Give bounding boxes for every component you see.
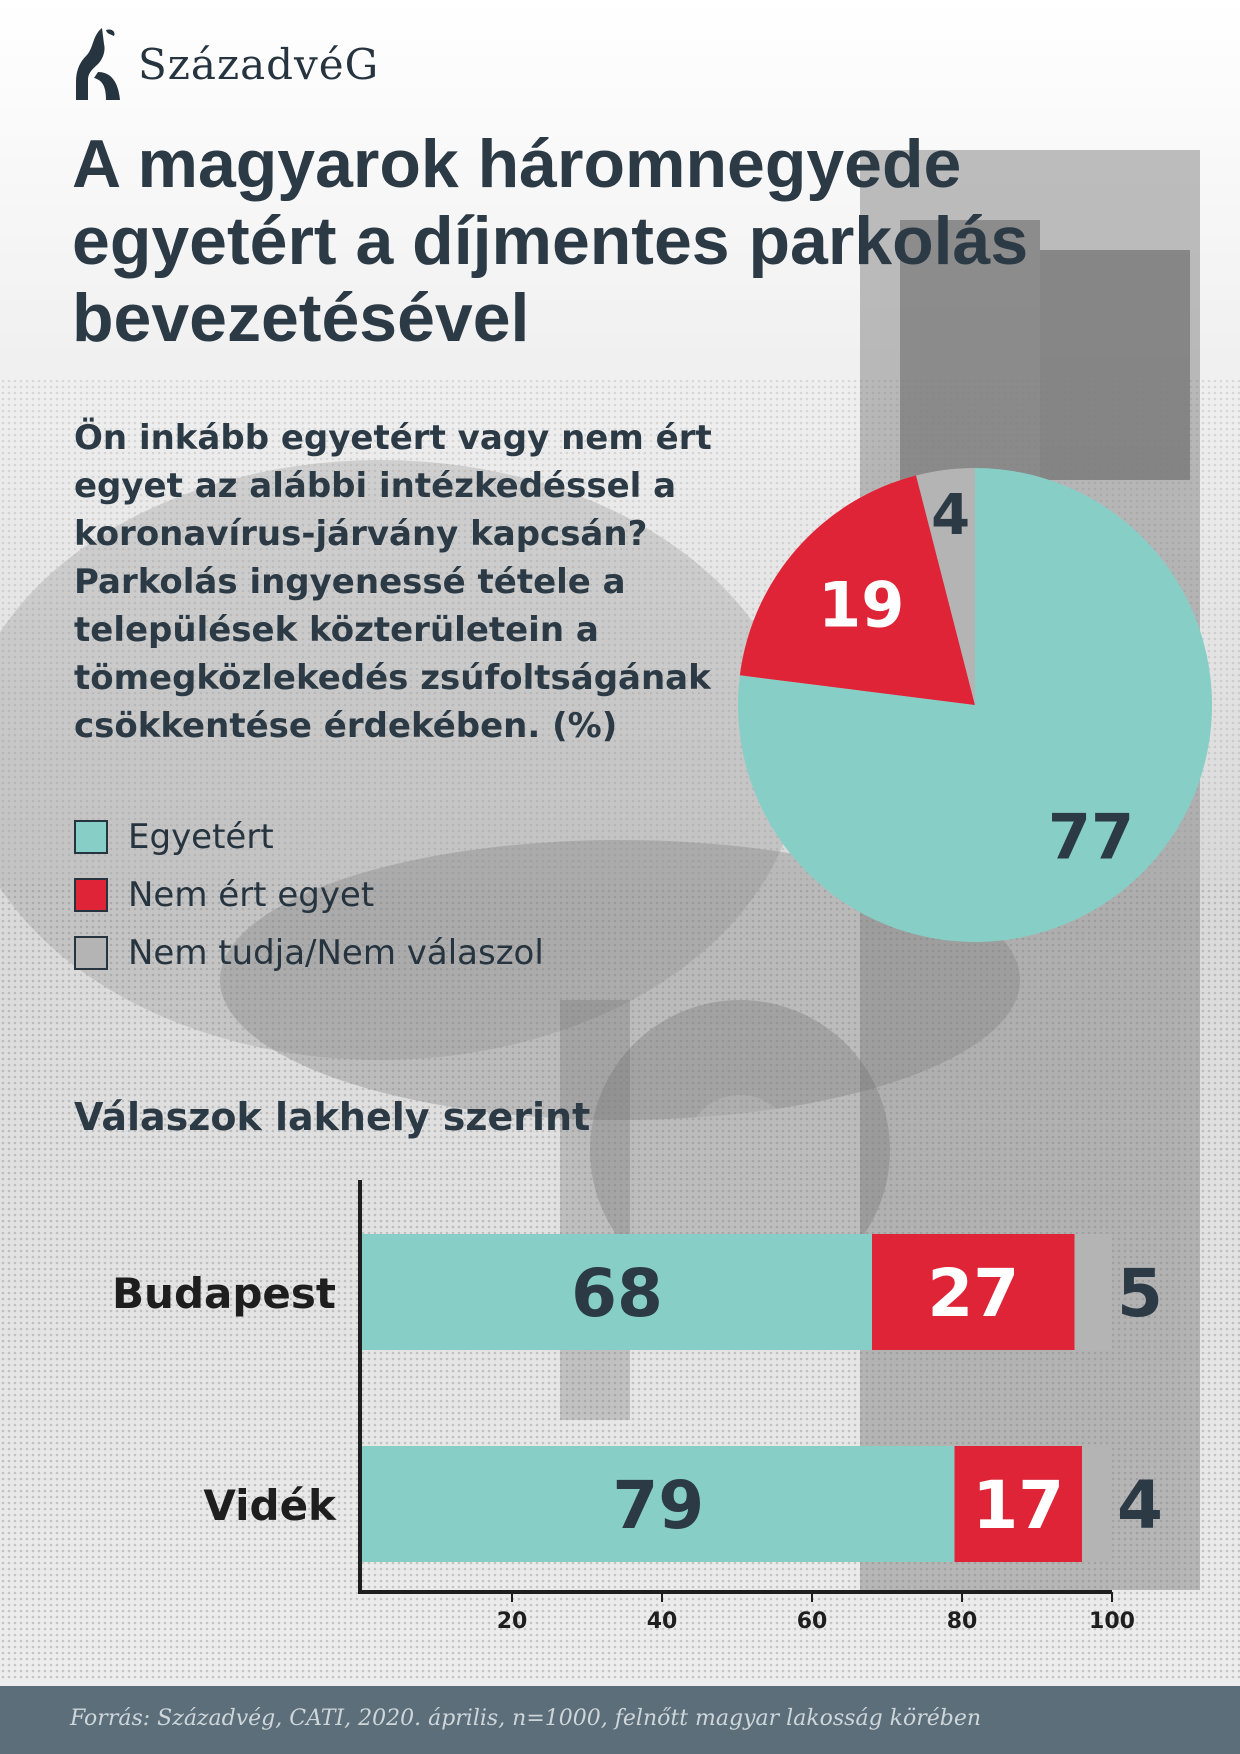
x-tick-label: 60 [797,1609,828,1630]
legend: Egyetért Nem ért egyet Nem tudja/Nem vál… [74,808,544,982]
bar-label-budapest: Budapest [112,1269,336,1318]
x-tick-label: 100 [1089,1609,1135,1630]
pie-slice-disagree [739,475,975,705]
x-tick-label: 80 [947,1609,978,1630]
pie-chart: 77 19 4 [738,468,1212,942]
bar-chart: Budapest 68 27 5 Vidék 79 17 4 20 40 60 80 100 [112,1180,1163,1630]
pie-label-disagree: 19 [818,569,904,642]
logo-text: SzázadvéG [138,39,380,89]
bar-label-videk: Vidék [203,1481,337,1530]
legend-swatch-disagree [74,878,108,912]
legend-item-disagree: Nem ért egyet [74,866,544,924]
source-note: Forrás: Századvég, CATI, 2020. április, … [70,1706,982,1731]
bar-value-agree: 79 [612,1467,704,1544]
bar-segment-agree [362,1234,872,1350]
bar-value-agree: 68 [571,1255,663,1332]
bar-segment-agree [362,1446,955,1562]
survey-question: Ön inkább egyetért vagy nem ért egyet az… [74,418,712,746]
legend-label: Nem tudja/Nem válaszol [128,933,544,973]
pie-label-dont-know: 4 [931,483,970,548]
pie-label-agree: 77 [1048,801,1134,874]
bar-segment-dont-know [1074,1234,1112,1350]
footer: Forrás: Századvég, CATI, 2020. április, … [0,1686,1240,1754]
bar-value-disagree: 27 [927,1255,1019,1332]
bar-segment-dont-know [1082,1446,1112,1562]
bar-chart-subtitle: Válaszok lakhely szerint [74,1095,591,1139]
legend-swatch-dont-know [74,936,108,970]
legend-item-dont-know: Nem tudja/Nem válaszol [74,924,544,982]
page-title: A magyarok háromnegyede egyetért a díjme… [72,126,1029,356]
bar-value-disagree: 17 [972,1467,1064,1544]
legend-swatch-agree [74,820,108,854]
bar-segment-disagree [872,1234,1075,1350]
bar-value-dont-know: 4 [1117,1467,1163,1544]
logo: SzázadvéG [72,26,379,102]
pie-slice-dont-know [916,468,975,705]
legend-label: Egyetért [128,817,274,857]
x-tick-label: 40 [647,1609,678,1630]
bar-segment-disagree [954,1446,1082,1562]
legend-label: Nem ért egyet [128,875,375,915]
logo-emblem-icon [76,28,120,100]
x-tick-label: 20 [497,1609,528,1630]
legend-item-agree: Egyetért [74,808,544,866]
bar-value-dont-know: 5 [1117,1255,1163,1332]
